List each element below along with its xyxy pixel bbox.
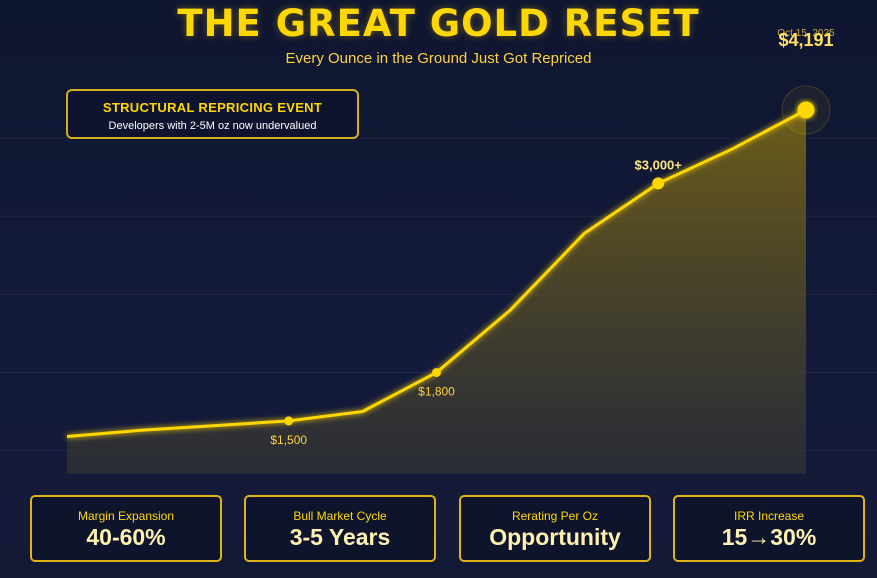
price-marker-dot — [652, 177, 665, 190]
final-marker-dot — [797, 101, 815, 119]
stat-card-rerating: Rerating Per Oz Opportunity — [459, 495, 651, 562]
callout-title: STRUCTURAL REPRICING EVENT — [102, 100, 323, 115]
stats-row: Margin Expansion 40-60% Bull Market Cycl… — [0, 495, 877, 565]
stat-label: IRR Increase — [733, 509, 805, 523]
final-price-label: $4,191 — [778, 30, 833, 50]
price-marker-label: $3,000+ — [635, 157, 683, 172]
stat-value: Opportunity — [489, 524, 621, 550]
final-date-label: Oct 15, 2025 — [777, 28, 835, 39]
stat-label: Rerating Per Oz — [511, 509, 599, 523]
price-markers: $1,500 $1,800 $3,000+ — [270, 157, 682, 446]
stat-card-cycle: Bull Market Cycle 3-5 Years — [244, 495, 436, 562]
price-marker-dot — [432, 367, 441, 377]
stat-value: 3-5 Years — [289, 524, 391, 550]
final-price-marker: Oct 15, 2025$4,191 — [777, 28, 835, 135]
stat-label: Margin Expansion — [77, 509, 175, 523]
price-marker-label: $1,500 — [270, 433, 307, 447]
stat-card-irr: IRR Increase 15→30% — [673, 495, 865, 562]
callout-text: Developers with 2-5M oz now undervalued — [108, 120, 317, 132]
page-title: THE GREAT GOLD RESET — [177, 2, 700, 45]
repricing-callout: STRUCTURAL REPRICING EVENT Developers wi… — [66, 89, 359, 139]
price-area — [67, 109, 806, 474]
price-marker-dot — [284, 416, 294, 426]
price-marker-label: $1,800 — [418, 384, 455, 398]
stat-value: 40-60% — [86, 524, 166, 550]
stat-value: 15→30% — [721, 524, 817, 550]
page-subtitle: Every Ounce in the Ground Just Got Repri… — [285, 50, 592, 67]
stat-label: Bull Market Cycle — [293, 509, 387, 523]
stat-card-margin: Margin Expansion 40-60% — [30, 495, 222, 562]
